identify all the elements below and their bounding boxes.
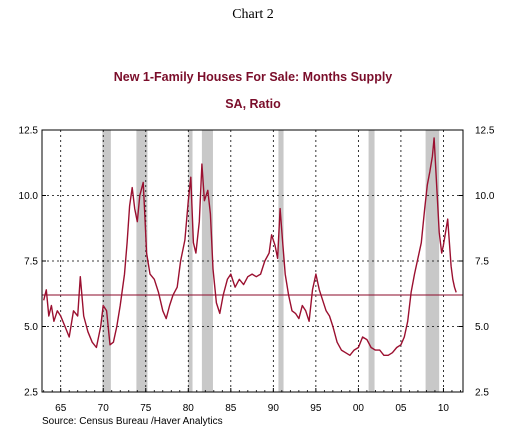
gridlines [42, 130, 463, 392]
recession-band-4 [278, 130, 284, 392]
chart-subtitle: SA, Ratio [225, 97, 281, 111]
axes: 2.5 2.5 5.0 5.0 7.5 7.5 10.0 10.0 12.5 12.5 65 70 75… [19, 126, 495, 415]
y-tick-label-right-3: 10.0 [475, 191, 495, 202]
x-tick-label-7: 00 [353, 403, 365, 414]
chart-label: Chart 2 [232, 7, 274, 22]
recession-band-0 [102, 130, 111, 392]
x-tick-label-2: 75 [140, 403, 152, 414]
y-tick-label-right-4: 12.5 [475, 126, 495, 137]
recession-band-1 [136, 130, 148, 392]
recession-band-5 [368, 130, 375, 392]
x-tick-label-4: 85 [225, 403, 237, 414]
y-tick-label-left-2: 7.5 [24, 257, 38, 268]
series-group [43, 137, 457, 356]
x-tick-label-5: 90 [268, 403, 280, 414]
y-tick-label-right-2: 7.5 [475, 257, 489, 268]
x-tick-label-6: 95 [310, 403, 322, 414]
source-note: Source: Census Bureau /Haver Analytics [42, 416, 223, 427]
x-tick-label-9: 10 [438, 403, 450, 414]
y-tick-label-left-0: 2.5 [24, 388, 38, 399]
y-tick-label-left-4: 12.5 [19, 126, 39, 137]
y-tick-label-left-3: 10.0 [19, 191, 39, 202]
series-line-0 [43, 137, 457, 356]
y-tick-label-right-0: 2.5 [475, 388, 489, 399]
recession-band-2 [188, 130, 193, 392]
chart-title: New 1-Family Houses For Sale: Months Sup… [114, 70, 393, 84]
y-tick-label-right-1: 5.0 [475, 322, 489, 333]
x-tick-label-0: 65 [55, 403, 67, 414]
x-tick-label-3: 80 [183, 403, 195, 414]
x-tick-label-8: 05 [395, 403, 407, 414]
y-tick-label-left-1: 5.0 [24, 322, 38, 333]
x-tick-label-1: 70 [98, 403, 110, 414]
